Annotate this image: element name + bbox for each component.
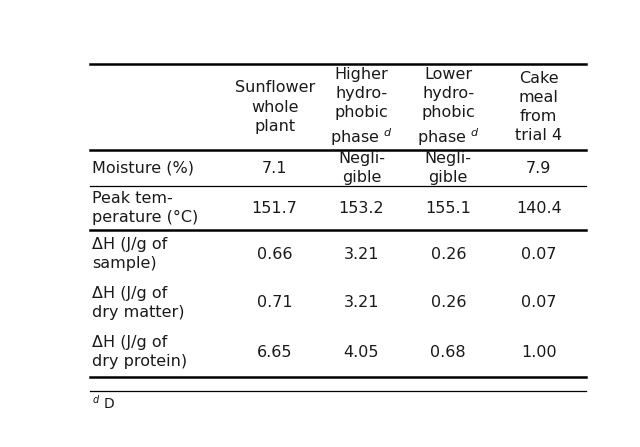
Text: 140.4: 140.4 <box>516 201 562 215</box>
Text: ΔH (J/g of
sample): ΔH (J/g of sample) <box>92 237 168 271</box>
Text: 0.26: 0.26 <box>431 247 466 262</box>
Text: 7.9: 7.9 <box>526 160 552 176</box>
Text: 0.26: 0.26 <box>431 295 466 310</box>
Text: 7.1: 7.1 <box>262 160 287 176</box>
Text: Lower
hydro-
phobic
phase $^d$: Lower hydro- phobic phase $^d$ <box>417 67 479 148</box>
Text: Negli-
gible: Negli- gible <box>425 151 472 185</box>
Text: 4.05: 4.05 <box>344 345 380 360</box>
Text: Higher
hydro-
phobic
phase $^d$: Higher hydro- phobic phase $^d$ <box>330 67 393 148</box>
Text: 0.66: 0.66 <box>257 247 292 262</box>
Text: Cake
meal
from
trial 4: Cake meal from trial 4 <box>515 71 563 143</box>
Text: 0.68: 0.68 <box>431 345 466 360</box>
Text: Negli-
gible: Negli- gible <box>338 151 385 185</box>
Text: 6.65: 6.65 <box>257 345 292 360</box>
Text: 3.21: 3.21 <box>344 247 380 262</box>
Text: 0.07: 0.07 <box>521 247 557 262</box>
Text: 155.1: 155.1 <box>426 201 471 215</box>
Text: ΔH (J/g of
dry protein): ΔH (J/g of dry protein) <box>92 335 188 369</box>
Text: 0.07: 0.07 <box>521 295 557 310</box>
Text: 1.00: 1.00 <box>521 345 557 360</box>
Text: 153.2: 153.2 <box>339 201 384 215</box>
Text: Moisture (%): Moisture (%) <box>92 160 195 176</box>
Text: 151.7: 151.7 <box>252 201 298 215</box>
Text: ΔH (J/g of
dry matter): ΔH (J/g of dry matter) <box>92 286 185 320</box>
Text: Peak tem-
perature (°C): Peak tem- perature (°C) <box>92 191 198 225</box>
Text: 3.21: 3.21 <box>344 295 380 310</box>
Text: 0.71: 0.71 <box>257 295 292 310</box>
Text: Sunflower
whole
plant: Sunflower whole plant <box>234 80 315 134</box>
Text: $^d$ D: $^d$ D <box>92 393 115 411</box>
